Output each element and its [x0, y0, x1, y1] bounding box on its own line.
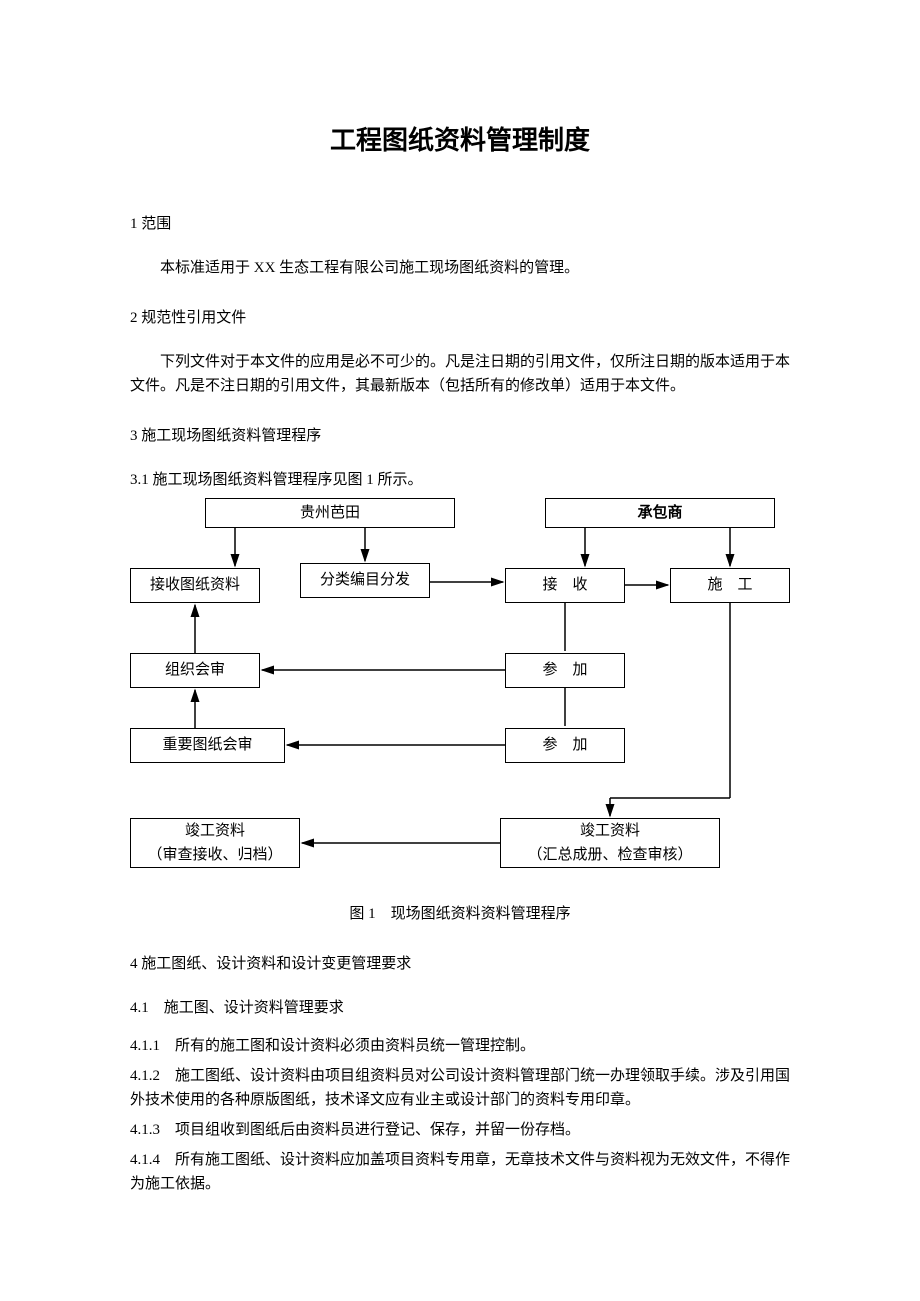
node-receive-drawings: 接收图纸资料 — [130, 568, 260, 603]
node-important-review: 重要图纸会审 — [130, 728, 285, 763]
node-completion-right-l1: 竣工资料 — [580, 819, 640, 843]
node-guizhou-batian: 贵州芭田 — [205, 498, 455, 528]
node-completion-right: 竣工资料 （汇总成册、检查审核） — [500, 818, 720, 868]
section-2-body: 下列文件对于本文件的应用是必不可少的。凡是注日期的引用文件，仅所注日期的版本适用… — [130, 350, 790, 398]
section-3-head: 3 施工现场图纸资料管理程序 — [130, 424, 790, 448]
node-classify-distribute: 分类编目分发 — [300, 563, 430, 598]
node-completion-left: 竣工资料 （审查接收、归档） — [130, 818, 300, 868]
node-completion-left-l1: 竣工资料 — [185, 819, 245, 843]
node-construction: 施 工 — [670, 568, 790, 603]
node-completion-left-l2: （审查接收、归档） — [147, 843, 282, 867]
node-receive: 接 收 — [505, 568, 625, 603]
section-3-sub: 3.1 施工现场图纸资料管理程序见图 1 所示。 — [130, 468, 790, 492]
figure-caption: 图 1 现场图纸资料资料管理程序 — [130, 902, 790, 926]
node-contractor: 承包商 — [545, 498, 775, 528]
section-4-1-head: 4.1 施工图、设计资料管理要求 — [130, 996, 790, 1020]
flowchart: 贵州芭田 承包商 接收图纸资料 分类编目分发 接 收 施 工 组织会审 参 加 … — [130, 498, 790, 898]
node-participate-1: 参 加 — [505, 653, 625, 688]
para-4-1-2: 4.1.2 施工图纸、设计资料由项目组资料员对公司设计资料管理部门统一办理领取手… — [130, 1064, 790, 1112]
para-4-1-1: 4.1.1 所有的施工图和设计资料必须由资料员统一管理控制。 — [130, 1034, 790, 1058]
section-1-body: 本标准适用于 XX 生态工程有限公司施工现场图纸资料的管理。 — [130, 256, 790, 280]
section-4-head: 4 施工图纸、设计资料和设计变更管理要求 — [130, 952, 790, 976]
node-participate-2: 参 加 — [505, 728, 625, 763]
para-4-1-4: 4.1.4 所有施工图纸、设计资料应加盖项目资料专用章，无章技术文件与资料视为无… — [130, 1148, 790, 1196]
node-completion-right-l2: （汇总成册、检查审核） — [527, 843, 692, 867]
para-4-1-3: 4.1.3 项目组收到图纸后由资料员进行登记、保存，并留一份存档。 — [130, 1118, 790, 1142]
page-title: 工程图纸资料管理制度 — [130, 120, 790, 162]
node-organize-review: 组织会审 — [130, 653, 260, 688]
section-1-head: 1 范围 — [130, 212, 790, 236]
section-2-head: 2 规范性引用文件 — [130, 306, 790, 330]
